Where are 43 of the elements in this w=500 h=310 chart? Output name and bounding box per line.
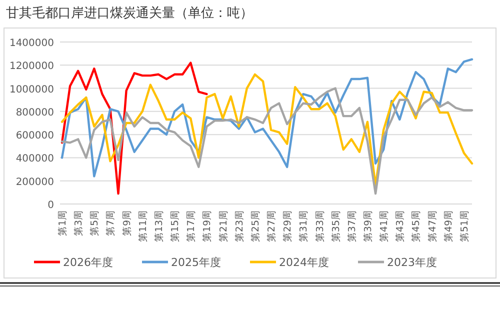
chart-title: 甘其毛都口岸进口煤炭通关量（单位：吨）: [6, 6, 253, 21]
x-tick-label: 第41周: [378, 210, 390, 242]
y-tick-label: 600000: [16, 130, 54, 142]
y-tick-label: 800000: [16, 107, 54, 118]
x-tick-label: 第29周: [282, 210, 294, 242]
x-tick-label: 第21周: [217, 210, 230, 242]
x-tick-label: 第45周: [410, 210, 422, 242]
y-tick-label: 1200000: [9, 61, 54, 72]
y-tick-label: 400000: [16, 154, 54, 165]
x-tick-label: 第31周: [298, 210, 310, 242]
x-tick-label: 第15周: [169, 210, 182, 242]
x-tick-label: 第13周: [152, 210, 165, 242]
legend-label: 2023年度: [387, 256, 437, 269]
legend-label: 2025年度: [171, 256, 221, 269]
x-tick-label: 第9周: [120, 210, 133, 236]
line-series: [60, 73, 474, 187]
x-tick-label: 第17周: [185, 210, 198, 242]
line-series: [60, 62, 208, 195]
x-tick-label: 第33周: [314, 210, 326, 242]
legend-label: 2024年度: [279, 256, 329, 269]
x-tick-label: 第7周: [104, 210, 117, 236]
x-tick-label: 第39周: [362, 210, 374, 242]
x-tick-label: 第3周: [72, 210, 85, 236]
x-tick-label: 第23周: [233, 210, 246, 242]
x-tick-label: 第37周: [346, 210, 358, 242]
x-tick-label: 第27周: [266, 210, 278, 242]
line-series: [60, 87, 474, 195]
x-tick-label: 第47周: [426, 210, 438, 242]
y-tick-label: 200000: [16, 176, 54, 188]
x-tick-label: 第1周: [56, 210, 68, 236]
y-tick-label: 1000000: [9, 84, 54, 96]
x-tick-label: 第5周: [88, 210, 101, 236]
x-tick-label: 第43周: [394, 210, 406, 242]
line-series: [60, 58, 474, 178]
x-tick-label: 第19周: [201, 210, 214, 242]
legend-label: 2026年度: [63, 256, 113, 269]
x-tick-label: 第11周: [136, 210, 149, 242]
x-tick-label: 第51周: [458, 210, 470, 242]
x-tick-label: 第25周: [249, 210, 262, 242]
y-tick-label: 1400000: [9, 38, 54, 49]
y-tick-label: 0: [48, 200, 54, 211]
x-tick-label: 第49周: [442, 210, 454, 242]
x-tick-label: 第35周: [330, 210, 342, 242]
